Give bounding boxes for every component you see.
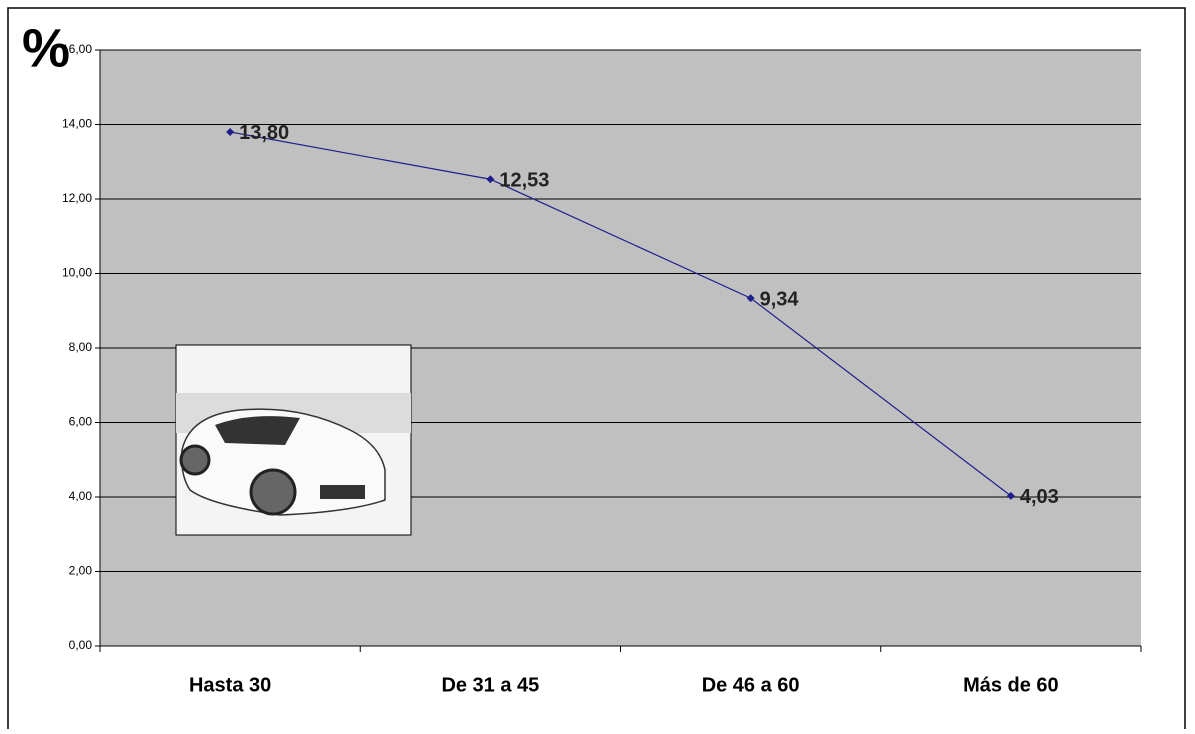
data-label: 13,80 <box>239 122 289 144</box>
data-line <box>230 131 1012 497</box>
car-grille <box>320 485 365 499</box>
y-tick-label: 16,00 <box>62 42 92 56</box>
y-tick-label: 14,00 <box>62 117 92 131</box>
y-tick-label: 12,00 <box>62 191 92 205</box>
y-tick-label: 0,00 <box>69 638 93 652</box>
y-tick-label: 6,00 <box>69 415 93 429</box>
x-tick-label: Más de 60 <box>963 674 1059 696</box>
data-label: 12,53 <box>499 170 549 192</box>
x-tick-label: De 46 a 60 <box>702 674 800 696</box>
data-point <box>1006 491 1015 500</box>
x-tick-label: De 31 a 45 <box>441 674 539 696</box>
data-point <box>486 175 495 184</box>
chart-frame <box>7 7 1186 729</box>
y-tick-label: 2,00 <box>69 564 93 578</box>
car-window <box>215 416 300 445</box>
y-tick-label: 8,00 <box>69 340 93 354</box>
data-point <box>746 294 755 303</box>
data-label: 9,34 <box>760 288 800 310</box>
car-wheel <box>179 444 211 476</box>
y-axis-label: % <box>22 18 70 78</box>
car-wheel <box>249 468 297 516</box>
data-label: 4,03 <box>1020 486 1059 508</box>
x-tick-label: Hasta 30 <box>189 674 271 696</box>
y-tick-label: 4,00 <box>69 489 93 503</box>
y-tick-label: 10,00 <box>62 266 92 280</box>
data-point <box>226 127 235 136</box>
car-picture <box>175 344 412 536</box>
